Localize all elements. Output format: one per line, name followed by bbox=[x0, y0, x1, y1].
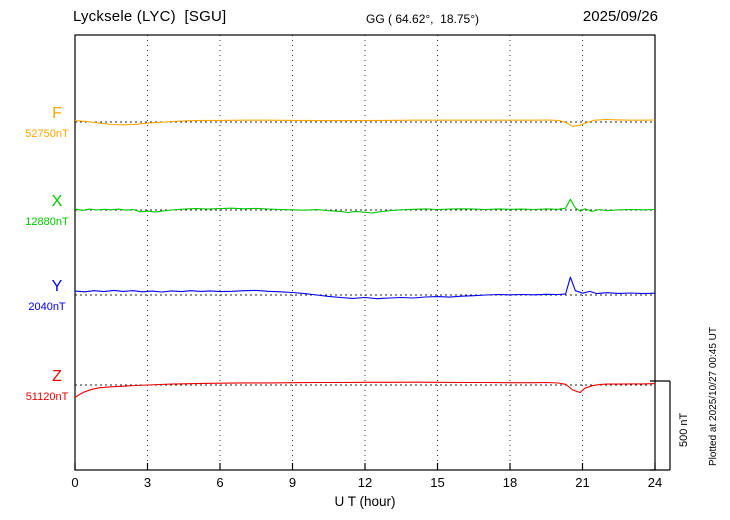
channel-label-Z: Z bbox=[52, 368, 62, 385]
trace-Z bbox=[74, 381, 656, 398]
trace-Y bbox=[74, 276, 656, 300]
x-tick-label-24: 24 bbox=[648, 475, 662, 490]
channel-baseline-value-X: 12880nT bbox=[25, 216, 69, 228]
channel-baseline-value-F: 52750nT bbox=[25, 128, 69, 140]
plot-date: 2025/09/26 bbox=[582, 8, 658, 25]
channel-baseline-value-Y: 2040nT bbox=[28, 301, 66, 313]
channel-label-X: X bbox=[52, 193, 63, 210]
x-tick-label-9: 9 bbox=[289, 475, 296, 490]
x-tick-label-0: 0 bbox=[71, 475, 78, 490]
x-tick-label-3: 3 bbox=[144, 475, 151, 490]
plot-frame bbox=[74, 34, 656, 471]
trace-X bbox=[74, 198, 656, 214]
x-axis-label: U T (hour) bbox=[334, 494, 395, 509]
x-tick-label-18: 18 bbox=[503, 475, 517, 490]
channel-baseline-value-Z: 51120nT bbox=[26, 391, 69, 403]
scale-bar-label: 500 nT bbox=[678, 412, 690, 447]
trace-F bbox=[74, 118, 656, 127]
x-tick-label-12: 12 bbox=[358, 475, 372, 490]
station-title: Lycksele (LYC) [SGU] bbox=[73, 8, 227, 25]
channel-label-F: F bbox=[52, 105, 62, 122]
x-tick-label-21: 21 bbox=[575, 475, 589, 490]
x-tick-label-6: 6 bbox=[216, 475, 223, 490]
geographic-coordinates: GG ( 64.62°, 18.75°) bbox=[366, 12, 479, 26]
channel-label-Y: Y bbox=[52, 278, 63, 295]
x-tick-label-15: 15 bbox=[430, 475, 444, 490]
plotted-at-note: Plotted at 2025/10/27 00:45 UT bbox=[708, 327, 719, 466]
